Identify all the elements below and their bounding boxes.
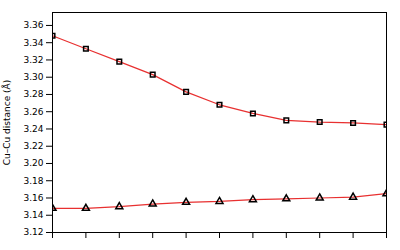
svg-text:3.16: 3.16 (23, 193, 43, 203)
svg-text:3.32: 3.32 (23, 55, 43, 65)
svg-text:3.28: 3.28 (23, 89, 43, 99)
svg-text:3.34: 3.34 (23, 38, 43, 48)
svg-text:3.18: 3.18 (23, 176, 43, 186)
svg-text:3.22: 3.22 (23, 141, 43, 151)
svg-text:3.36: 3.36 (23, 20, 43, 30)
svg-text:3.20: 3.20 (23, 158, 43, 168)
svg-text:3.24: 3.24 (23, 124, 43, 134)
svg-text:3.26: 3.26 (23, 107, 43, 117)
svg-text:3.30: 3.30 (23, 72, 43, 82)
svg-text:Cu–Cu distance (Å): Cu–Cu distance (Å) (1, 80, 12, 166)
svg-text:3.14: 3.14 (23, 210, 43, 220)
svg-text:3.12: 3.12 (23, 227, 43, 237)
